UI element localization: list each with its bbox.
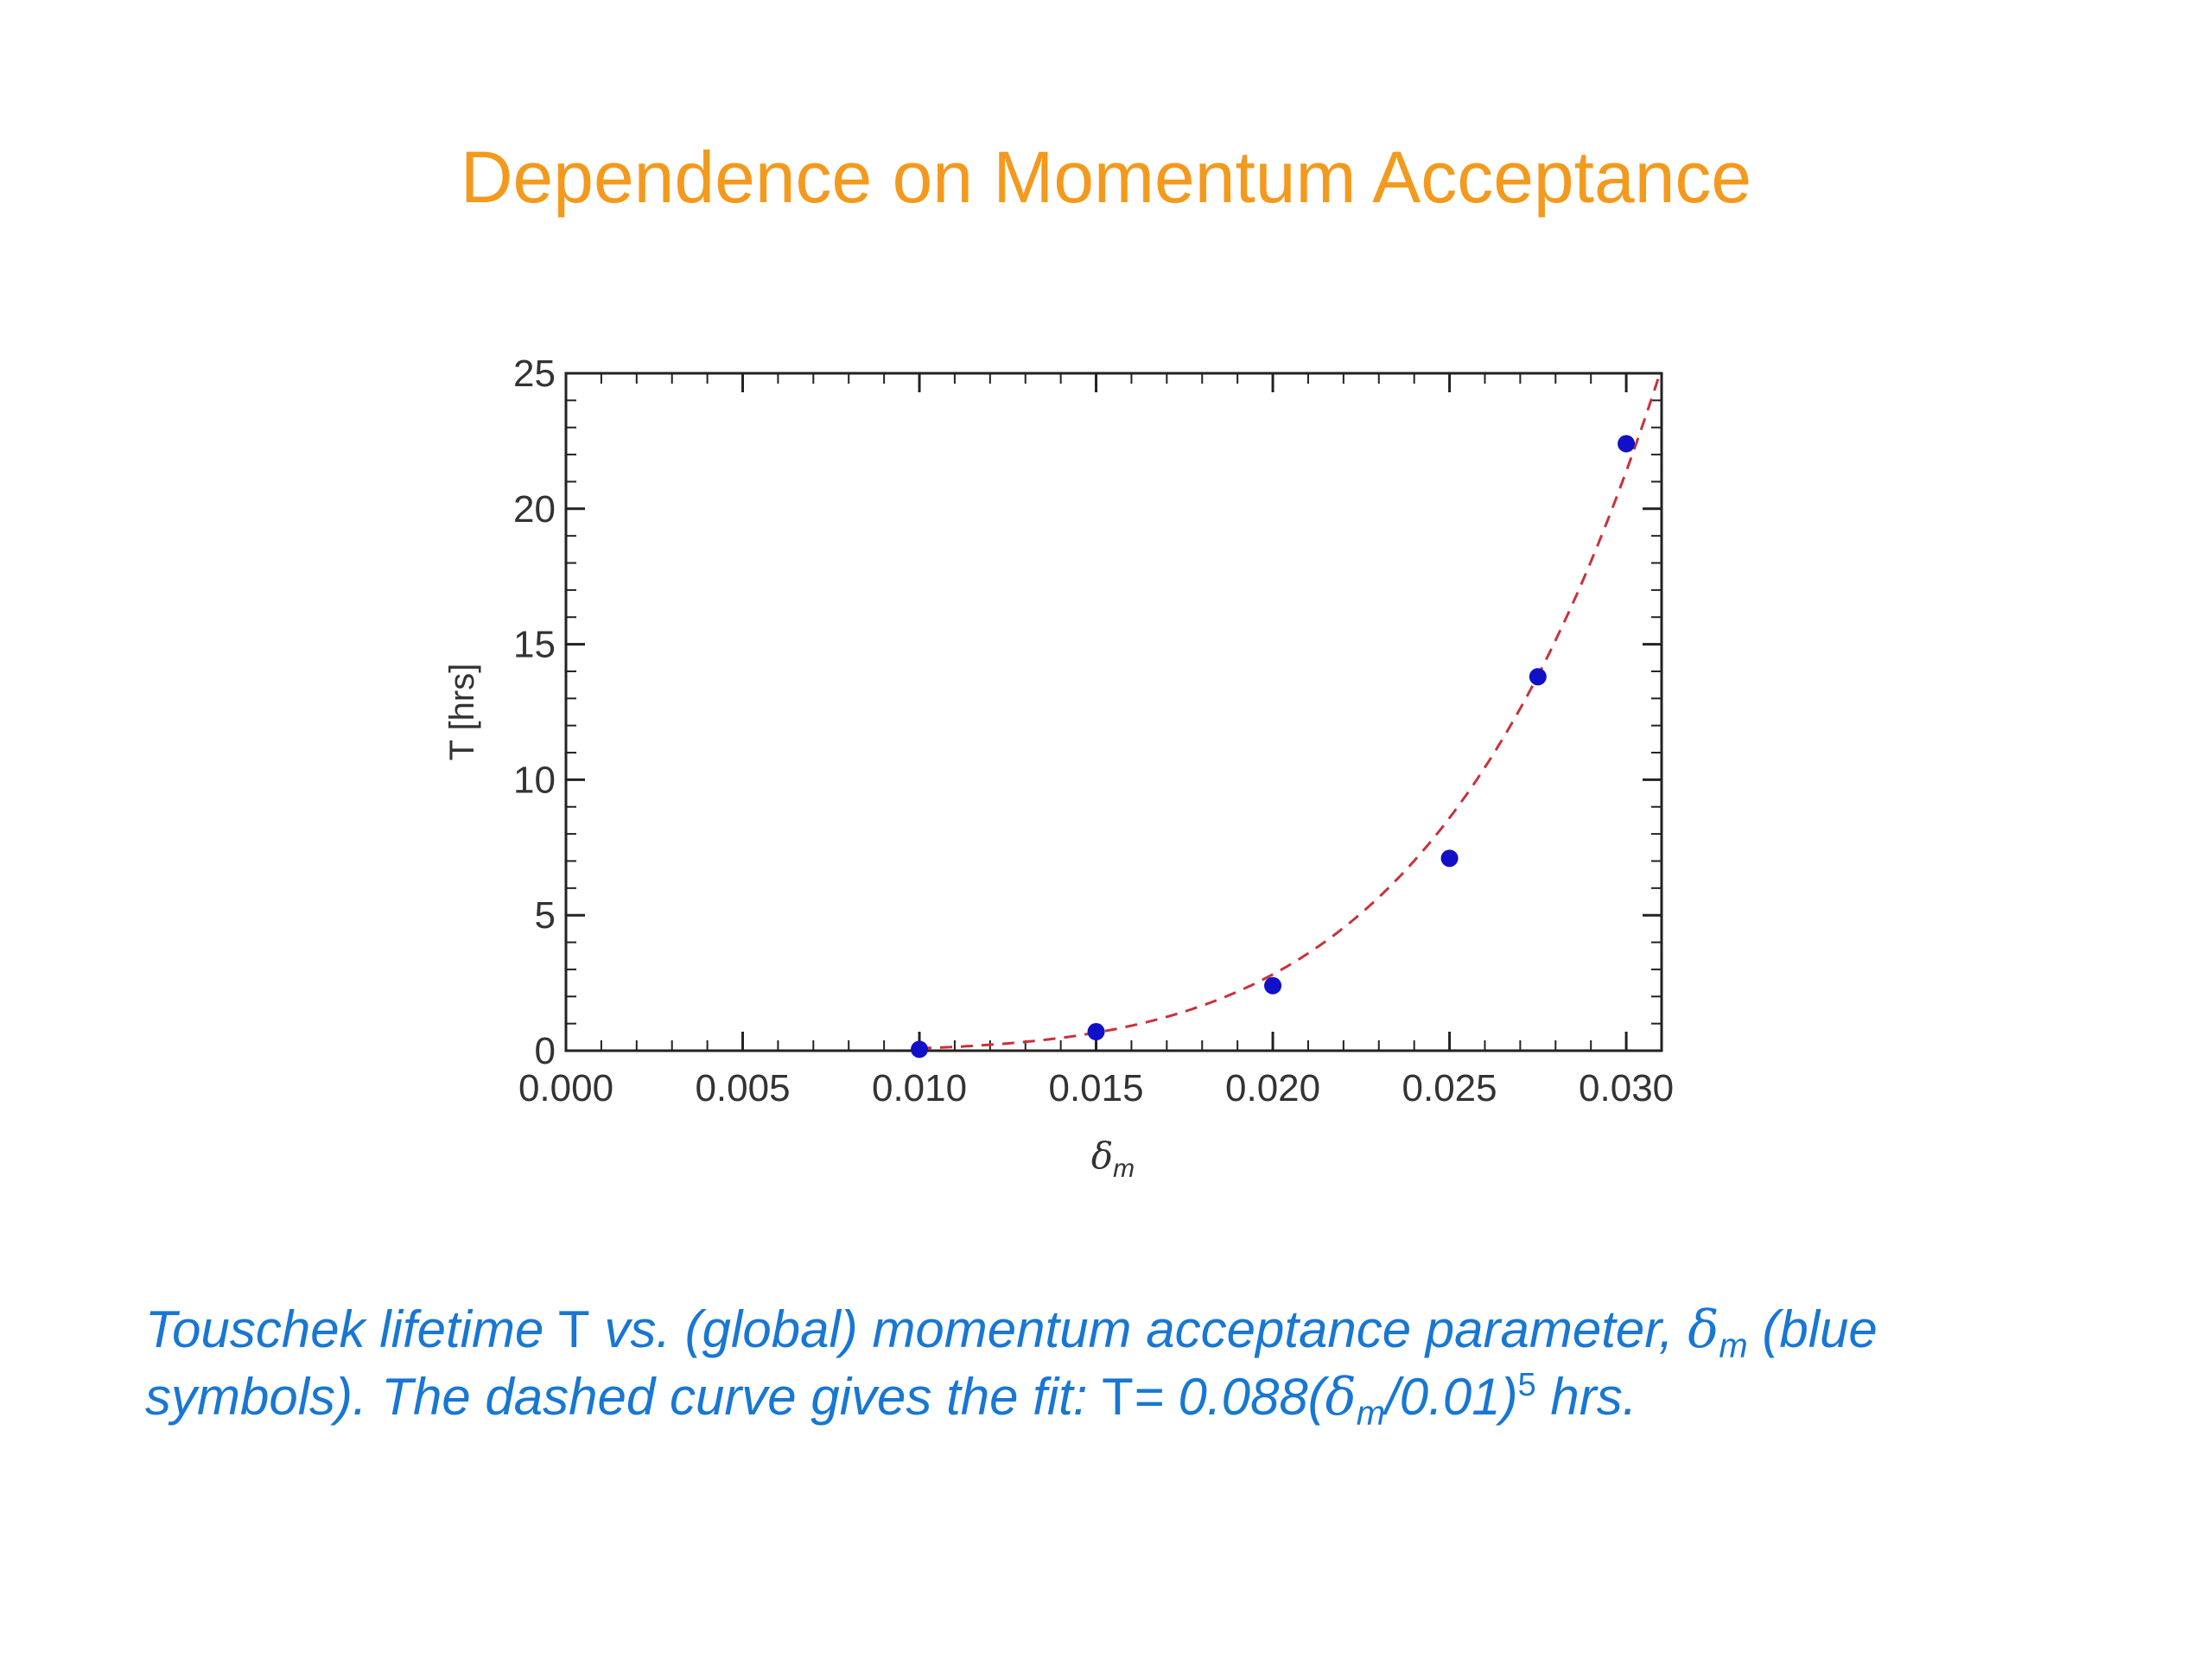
data-point: [1264, 976, 1282, 995]
caption-fit-exponent: 5: [1517, 1367, 1536, 1403]
x-tick-label: 0.000: [518, 1067, 613, 1109]
caption-fit-units: hrs.: [1535, 1368, 1637, 1426]
data-point: [911, 1040, 929, 1058]
y-axis-label: T [hrs]: [443, 664, 481, 761]
caption-fit-tau: T: [1102, 1368, 1134, 1426]
x-axis-label-symbol: δ: [1091, 1135, 1113, 1177]
data-point: [1618, 435, 1636, 453]
y-tick-label: 15: [513, 624, 556, 666]
y-tick-label: 0: [535, 1030, 556, 1072]
data-point: [1440, 849, 1459, 868]
x-tick-labels: 0.000 0.005 0.010 0.015 0.020 0.025 0.030: [518, 1067, 1674, 1109]
data-points: [911, 435, 1636, 1058]
x-tick-label: 0.015: [1048, 1067, 1143, 1109]
caption-text-2: vs. (global) momentum acceptance paramet…: [589, 1300, 1688, 1358]
x-axis-label: δm: [1091, 1135, 1135, 1183]
caption-delta-symbol: δ: [1688, 1300, 1719, 1360]
data-point: [1529, 668, 1547, 686]
y-tick-label: 20: [513, 488, 556, 531]
caption-text-4: symbols). The dashed curve gives the fit…: [145, 1368, 1103, 1426]
axis-ticks: [564, 372, 1662, 1052]
plot-frame: [564, 372, 1663, 1052]
x-tick-label: 0.030: [1579, 1067, 1674, 1109]
momentum-acceptance-chart: 0.000 0.005 0.010 0.015 0.020 0.025 0.030 0 5 10…: [443, 353, 1674, 1183]
caption-text-1: Touschek lifetime: [145, 1300, 559, 1358]
caption-line-2: symbols). The dashed curve gives the fit…: [145, 1363, 2133, 1431]
data-point: [1087, 1023, 1105, 1041]
y-tick-label: 5: [535, 894, 556, 937]
y-tick-labels: 0 5 10 15 20 25: [513, 353, 556, 1072]
x-tick-label: 0.005: [695, 1067, 790, 1109]
caption-text-3: (blue: [1747, 1300, 1878, 1358]
x-tick-label: 0.010: [872, 1067, 967, 1109]
caption-fit-delta: δ: [1325, 1367, 1357, 1427]
x-tick-label: 0.025: [1402, 1067, 1497, 1109]
y-tick-label: 25: [513, 353, 556, 395]
caption-fit-divisor: /0.01): [1385, 1368, 1518, 1426]
caption-tau-symbol: T: [558, 1300, 590, 1358]
y-tick-label: 10: [513, 759, 556, 801]
x-tick-label: 0.020: [1225, 1067, 1320, 1109]
caption-fit-equation: = 0.088(: [1133, 1368, 1325, 1426]
caption-line-1: Touschek lifetime T vs. (global) momentu…: [145, 1296, 2133, 1363]
figure-caption: Touschek lifetime T vs. (global) momentu…: [145, 1296, 2133, 1431]
slide-title: Dependence on Momentum Acceptance: [460, 137, 1752, 218]
caption-fit-subscript: m: [1356, 1395, 1386, 1433]
caption-delta-subscript: m: [1719, 1327, 1748, 1365]
x-axis-label-subscript: m: [1113, 1154, 1135, 1183]
